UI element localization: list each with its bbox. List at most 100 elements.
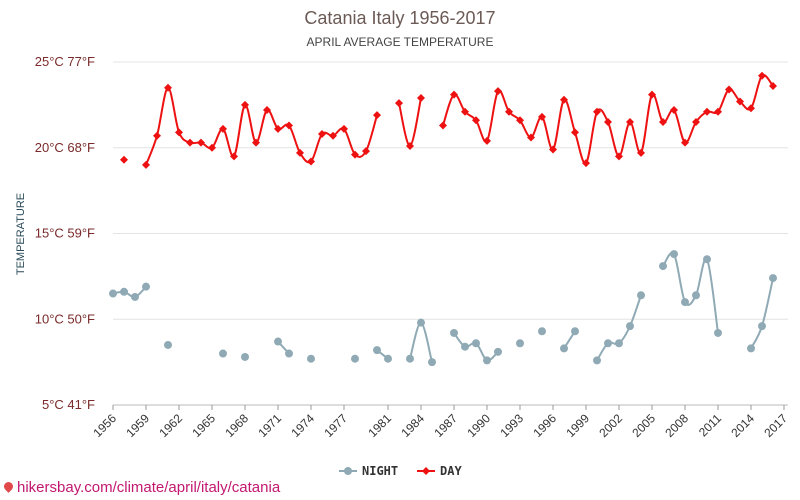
grid xyxy=(112,61,788,410)
series xyxy=(109,71,777,367)
day-point xyxy=(637,148,645,157)
legend-night-label: NIGHT xyxy=(362,464,398,478)
day-point xyxy=(395,99,403,108)
day-point xyxy=(648,90,656,99)
night-point xyxy=(769,274,777,283)
day-point xyxy=(461,107,469,116)
night-point xyxy=(494,347,502,356)
day-point xyxy=(362,147,370,156)
night-point xyxy=(472,339,480,348)
x-tick-label: 1968 xyxy=(222,411,251,440)
day-point xyxy=(681,138,689,147)
legend-night-marker xyxy=(344,467,352,475)
x-tick-label: 1999 xyxy=(563,411,592,440)
night-point xyxy=(384,354,392,363)
night-point xyxy=(659,262,667,271)
day-point xyxy=(274,124,282,133)
night-line xyxy=(112,285,147,298)
day-point xyxy=(142,160,150,169)
night-line xyxy=(409,321,433,363)
day-point xyxy=(175,128,183,137)
x-tick-label: 1962 xyxy=(156,411,185,440)
night-point xyxy=(593,356,601,365)
x-tick-label: 1959 xyxy=(123,411,152,440)
night-point xyxy=(692,291,700,300)
night-point xyxy=(406,354,414,363)
day-point xyxy=(516,116,524,125)
day-point xyxy=(241,100,249,109)
day-point xyxy=(186,138,194,147)
night-point xyxy=(681,298,689,307)
day-point xyxy=(285,121,293,130)
source-link[interactable]: hikersbay.com/climate/april/italy/catani… xyxy=(17,479,281,496)
x-tick-label: 2002 xyxy=(596,411,625,440)
day-point xyxy=(307,157,315,166)
day-point xyxy=(351,150,359,159)
y-tick-label: 10°C 50°F xyxy=(35,311,95,326)
day-point xyxy=(406,142,414,151)
day-point xyxy=(219,124,227,133)
x-tick-label: 2005 xyxy=(629,411,658,440)
day-point xyxy=(571,128,579,137)
day-point xyxy=(703,107,711,116)
day-point xyxy=(659,118,667,127)
night-point xyxy=(747,344,755,353)
legend-day-marker xyxy=(422,467,430,475)
x-tick-label: 1974 xyxy=(288,411,317,440)
night-line xyxy=(750,277,774,349)
day-point xyxy=(153,131,161,140)
day-point xyxy=(417,94,425,103)
day-line xyxy=(145,86,378,166)
day-point xyxy=(494,87,502,96)
day-point xyxy=(736,97,744,106)
day-point xyxy=(329,131,337,140)
night-point xyxy=(714,328,722,337)
day-point xyxy=(318,130,326,139)
night-point xyxy=(604,339,612,348)
day-point xyxy=(120,155,128,164)
day-point xyxy=(208,143,216,152)
day-point xyxy=(263,106,271,115)
night-point xyxy=(571,327,579,336)
day-point xyxy=(505,107,513,116)
night-point xyxy=(109,289,117,298)
night-point xyxy=(241,352,249,361)
x-tick-label: 1996 xyxy=(530,411,559,440)
night-point xyxy=(285,349,293,358)
day-point xyxy=(373,111,381,120)
x-axis-ticks: 1956 1959 1962 1965 1968 1971 1974 1977 1981 1984… xyxy=(90,411,790,440)
day-point xyxy=(593,107,601,116)
night-point xyxy=(461,342,469,351)
day-point xyxy=(560,95,568,104)
day-point xyxy=(472,116,480,125)
night-point xyxy=(483,356,491,365)
y-axis-label: TEMPERATURE xyxy=(15,193,27,275)
series-night xyxy=(109,250,777,367)
x-tick-label: 1956 xyxy=(90,411,119,440)
series-day xyxy=(120,71,777,169)
x-tick-label: 2014 xyxy=(728,411,757,440)
night-point xyxy=(351,354,359,363)
y-tick-label: 20°C 68°F xyxy=(35,140,95,155)
x-tick-label: 1984 xyxy=(398,411,427,440)
day-point xyxy=(615,152,623,161)
y-tick-label: 25°C 77°F xyxy=(35,54,95,69)
day-point xyxy=(747,104,755,113)
x-tick-label: 2008 xyxy=(662,411,691,440)
night-point xyxy=(670,250,678,259)
day-point xyxy=(538,112,546,121)
day-point xyxy=(604,118,612,127)
day-line xyxy=(398,97,422,148)
night-point xyxy=(626,322,634,331)
source-footer[interactable]: hikersbay.com/climate/april/italy/catani… xyxy=(2,479,281,496)
day-point xyxy=(582,159,590,168)
legend: NIGHT DAY xyxy=(339,464,462,478)
legend-day-label: DAY xyxy=(440,464,462,478)
night-line xyxy=(662,251,719,334)
day-point xyxy=(197,138,205,147)
night-point xyxy=(274,337,282,346)
night-point xyxy=(615,339,623,348)
x-tick-label: 1990 xyxy=(464,411,493,440)
chart-subtitle: APRIL AVERAGE TEMPERATURE xyxy=(307,35,494,49)
